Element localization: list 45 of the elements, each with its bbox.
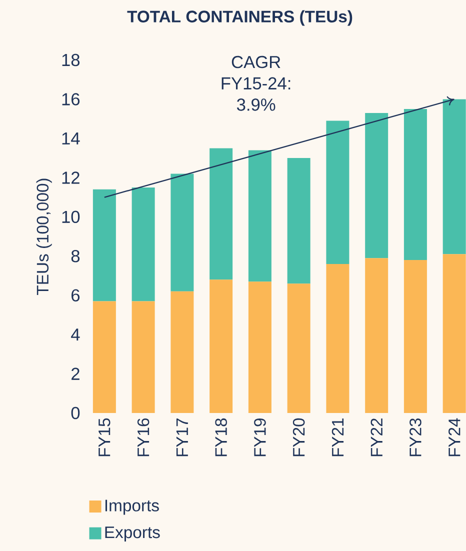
x-tick-label: FY19	[254, 418, 266, 456]
bar	[92, 301, 116, 413]
bar	[170, 291, 194, 413]
annotation: CAGR FY15-24: 3.9%	[222, 56, 290, 111]
x-tick-label: FY15	[98, 418, 110, 456]
y-tick-label: 12	[62, 172, 80, 184]
legend-label: Exports	[105, 526, 160, 542]
x-tick-label: FY24	[448, 418, 460, 456]
bar	[92, 189, 116, 302]
chart-title: TOTAL CONTAINERS (TEUs)	[127, 10, 352, 26]
x-tick-label: FY16	[137, 418, 150, 456]
bar	[132, 301, 155, 413]
y-tick-label: 0	[71, 406, 80, 420]
bar	[248, 150, 272, 282]
bar	[287, 158, 310, 284]
y-tick-label: 4	[71, 328, 80, 341]
bar	[404, 260, 427, 413]
bar	[365, 112, 388, 258]
bar	[365, 258, 388, 413]
y-tick-label: 8	[71, 250, 80, 262]
y-tick-label: 2	[72, 368, 80, 380]
y-tick-label: 6	[72, 289, 80, 302]
x-tick-label: FY23	[410, 418, 422, 456]
bar	[210, 148, 233, 280]
bar	[404, 109, 427, 260]
bar	[287, 284, 310, 413]
x-tick-label: FY21	[332, 418, 344, 456]
bar	[442, 99, 466, 254]
bar	[170, 174, 194, 292]
y-tick-label: 18	[62, 54, 80, 66]
legend-label: Imports	[105, 500, 159, 515]
bar	[248, 282, 272, 413]
bar	[326, 264, 350, 413]
y-tick-label: 10	[62, 210, 80, 224]
y-axis-title: TEUs (100,000)	[36, 178, 52, 295]
x-tick-label: FY20	[292, 418, 305, 456]
bar	[132, 187, 155, 302]
x-tick-label: FY18	[215, 418, 227, 456]
x-tick-label: FY17	[176, 418, 188, 456]
bar	[326, 120, 350, 264]
y-tick-label: 14	[62, 132, 80, 144]
bar	[442, 254, 466, 413]
y-tick-label: 16	[62, 93, 80, 106]
x-tick-label: FY22	[370, 418, 382, 456]
bar	[210, 280, 233, 413]
